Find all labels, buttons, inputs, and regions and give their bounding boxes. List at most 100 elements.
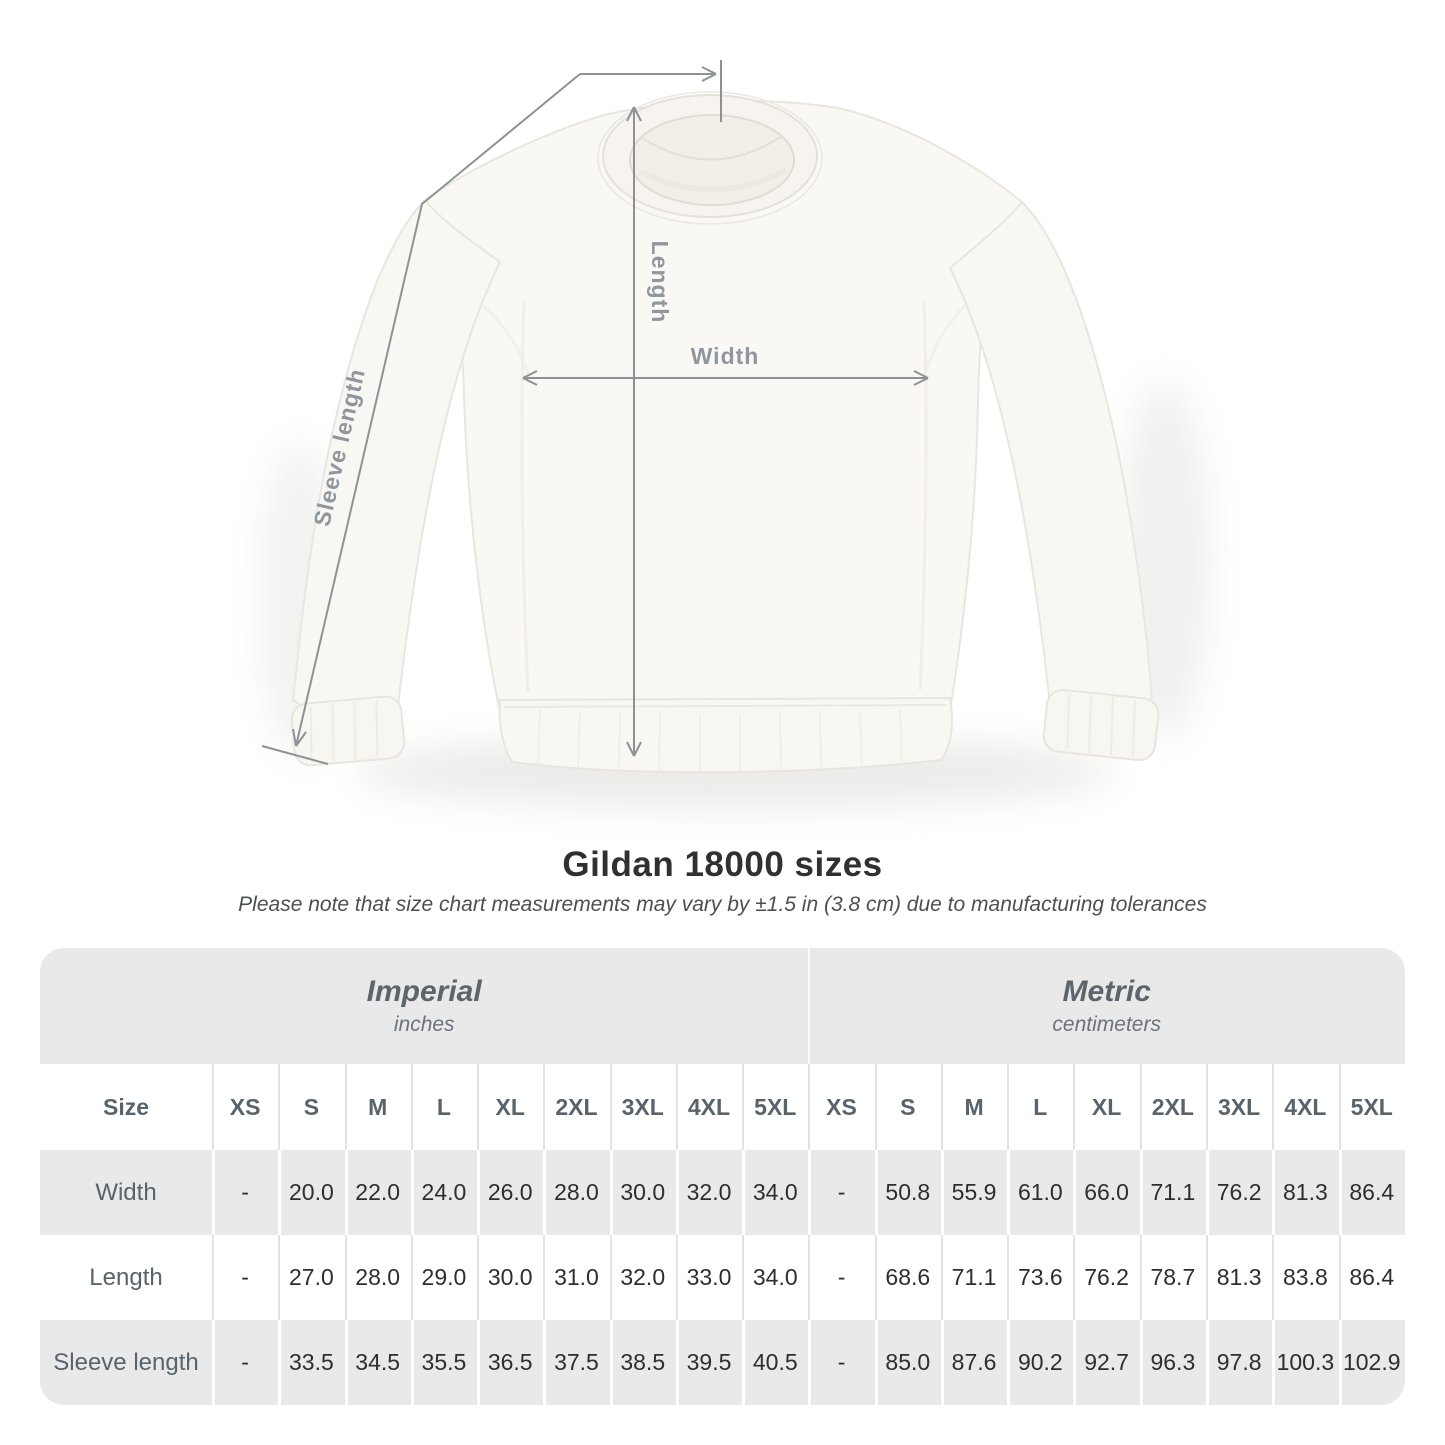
measurement-cell: 22.0 — [344, 1150, 411, 1235]
size-header-cell: M — [344, 1064, 411, 1150]
measurement-cell: - — [212, 1150, 279, 1235]
measurement-cell: 36.5 — [477, 1320, 544, 1405]
size-header-cell: 3XL — [609, 1064, 676, 1150]
measurement-cell: 85.0 — [874, 1320, 941, 1405]
metric-subtitle: centimeters — [1052, 1013, 1161, 1037]
size-header-cell: 2XL — [543, 1064, 610, 1150]
measurement-cell: 68.6 — [874, 1235, 941, 1320]
measurement-cell: 28.0 — [344, 1235, 411, 1320]
unit-header-row: Imperial inches Metric centimeters — [40, 948, 1405, 1064]
measurement-cell: 92.7 — [1073, 1320, 1140, 1405]
measurement-cell: 27.0 — [278, 1235, 345, 1320]
row-label: Sleeve length — [40, 1320, 212, 1405]
measurement-cell: 96.3 — [1139, 1320, 1206, 1405]
measurement-cell: 39.5 — [675, 1320, 743, 1405]
measurement-cell: 87.6 — [940, 1320, 1008, 1405]
measurement-cell: 83.8 — [1272, 1235, 1339, 1320]
measurement-cell: 81.3 — [1272, 1150, 1339, 1235]
measurement-row: Sleeve length -33.5 34.5 35.5 36.5 37.5 38.5 39… — [40, 1320, 1405, 1405]
measurement-cell: 86.4 — [1338, 1150, 1405, 1235]
size-header-cell: L — [410, 1064, 478, 1150]
length-dimension-line — [626, 106, 642, 757]
width-label: Width — [691, 343, 760, 369]
sleeve-length-dimension-line — [261, 60, 722, 765]
size-chart: Imperial inches Metric centimeters Size … — [40, 948, 1405, 1405]
imperial-subtitle: inches — [393, 1013, 455, 1037]
measurement-cell: 55.9 — [940, 1150, 1008, 1235]
measurement-cell: 71.1 — [940, 1235, 1008, 1320]
size-header-cell: XS — [808, 1064, 875, 1150]
imperial-title: Imperial — [366, 974, 482, 1008]
measurement-cell: 97.8 — [1205, 1320, 1273, 1405]
measurement-cell: 66.0 — [1073, 1150, 1140, 1235]
measurement-cell: 32.0 — [675, 1150, 743, 1235]
size-header-cell: 3XL — [1205, 1064, 1273, 1150]
size-header-row: Size XS S M L XL 2XL 3XL 4XL 5XL XS S M L XL 2XL 3XL 4XL… — [40, 1064, 1405, 1150]
size-chart-table: Imperial inches Metric centimeters Size … — [40, 948, 1405, 1405]
page-title: Gildan 18000 sizes — [562, 845, 883, 884]
size-header-cell: 4XL — [675, 1064, 743, 1150]
measurement-cell: 76.2 — [1073, 1235, 1140, 1320]
sweatshirt-waistband — [498, 696, 953, 774]
measurement-cell: 24.0 — [410, 1150, 478, 1235]
measurement-cell: 50.8 — [874, 1150, 941, 1235]
width-dimension-line — [522, 370, 929, 386]
measurement-cell: 76.2 — [1205, 1150, 1273, 1235]
size-header-cell: XL — [477, 1064, 544, 1150]
length-label: Length — [647, 241, 673, 324]
row-label: Width — [40, 1150, 212, 1235]
measurement-row: Width -20.0 22.0 24.0 26.0 28.0 30.0 32.0 34.0-5… — [40, 1150, 1405, 1235]
measurement-cell: 100.3 — [1272, 1320, 1339, 1405]
size-header-cell: 5XL — [742, 1064, 809, 1150]
measurement-cell: 29.0 — [410, 1235, 478, 1320]
size-header-cell: 2XL — [1139, 1064, 1206, 1150]
size-header-cell: S — [874, 1064, 941, 1150]
metric-title: Metric — [1062, 974, 1151, 1008]
size-header-cell: 5XL — [1338, 1064, 1405, 1150]
sweatshirt-body — [423, 99, 1024, 709]
measurement-cell: 71.1 — [1139, 1150, 1206, 1235]
measurement-cell: 33.0 — [675, 1235, 743, 1320]
sweatshirt-collar — [597, 91, 823, 225]
measurement-cell: - — [212, 1235, 279, 1320]
size-header-cell: L — [1007, 1064, 1074, 1150]
measurement-cell: - — [212, 1320, 279, 1405]
measurement-cell: 61.0 — [1007, 1150, 1074, 1235]
measurement-cell: - — [808, 1320, 875, 1405]
size-header-cell: XL — [1073, 1064, 1140, 1150]
measurement-cell: 34.0 — [742, 1150, 809, 1235]
measurement-cell: 38.5 — [609, 1320, 676, 1405]
measurement-cell: 28.0 — [543, 1150, 610, 1235]
measurement-cell: 78.7 — [1139, 1235, 1206, 1320]
measurement-cell: 81.3 — [1205, 1235, 1273, 1320]
measurement-cell: 73.6 — [1007, 1235, 1074, 1320]
row-label: Length — [40, 1235, 212, 1320]
size-header-cell: M — [940, 1064, 1008, 1150]
measurement-cell: - — [808, 1235, 875, 1320]
sweatshirt-illustration: Length Width Sleeve length — [260, 60, 1210, 808]
size-column-header: Size — [40, 1064, 212, 1150]
size-header-cell: XS — [212, 1064, 279, 1150]
measurement-row: Length -27.0 28.0 29.0 30.0 31.0 32.0 33.0 34.0-… — [40, 1235, 1405, 1320]
measurement-cell: 37.5 — [543, 1320, 610, 1405]
measurement-cell: 31.0 — [543, 1235, 610, 1320]
measurement-cell: 102.9 — [1338, 1320, 1405, 1405]
measurement-cell: 34.5 — [344, 1320, 411, 1405]
measurement-cell: 32.0 — [609, 1235, 676, 1320]
measurement-cell: 86.4 — [1338, 1235, 1405, 1320]
metric-header: Metric centimeters — [808, 948, 1405, 1064]
imperial-header: Imperial inches — [40, 948, 809, 1064]
measurement-cell: 35.5 — [410, 1320, 478, 1405]
measurement-cell: 30.0 — [609, 1150, 676, 1235]
tolerance-note: Please note that size chart measurements… — [238, 893, 1207, 916]
size-header-cell: S — [278, 1064, 345, 1150]
size-header-cell: 4XL — [1272, 1064, 1339, 1150]
measurement-cell: - — [808, 1150, 875, 1235]
measurement-cell: 30.0 — [477, 1235, 544, 1320]
measurement-cell: 40.5 — [742, 1320, 809, 1405]
measurement-cell: 20.0 — [278, 1150, 345, 1235]
measurement-cell: 90.2 — [1007, 1320, 1074, 1405]
measurement-cell: 33.5 — [278, 1320, 345, 1405]
measurement-cell: 34.0 — [742, 1235, 809, 1320]
